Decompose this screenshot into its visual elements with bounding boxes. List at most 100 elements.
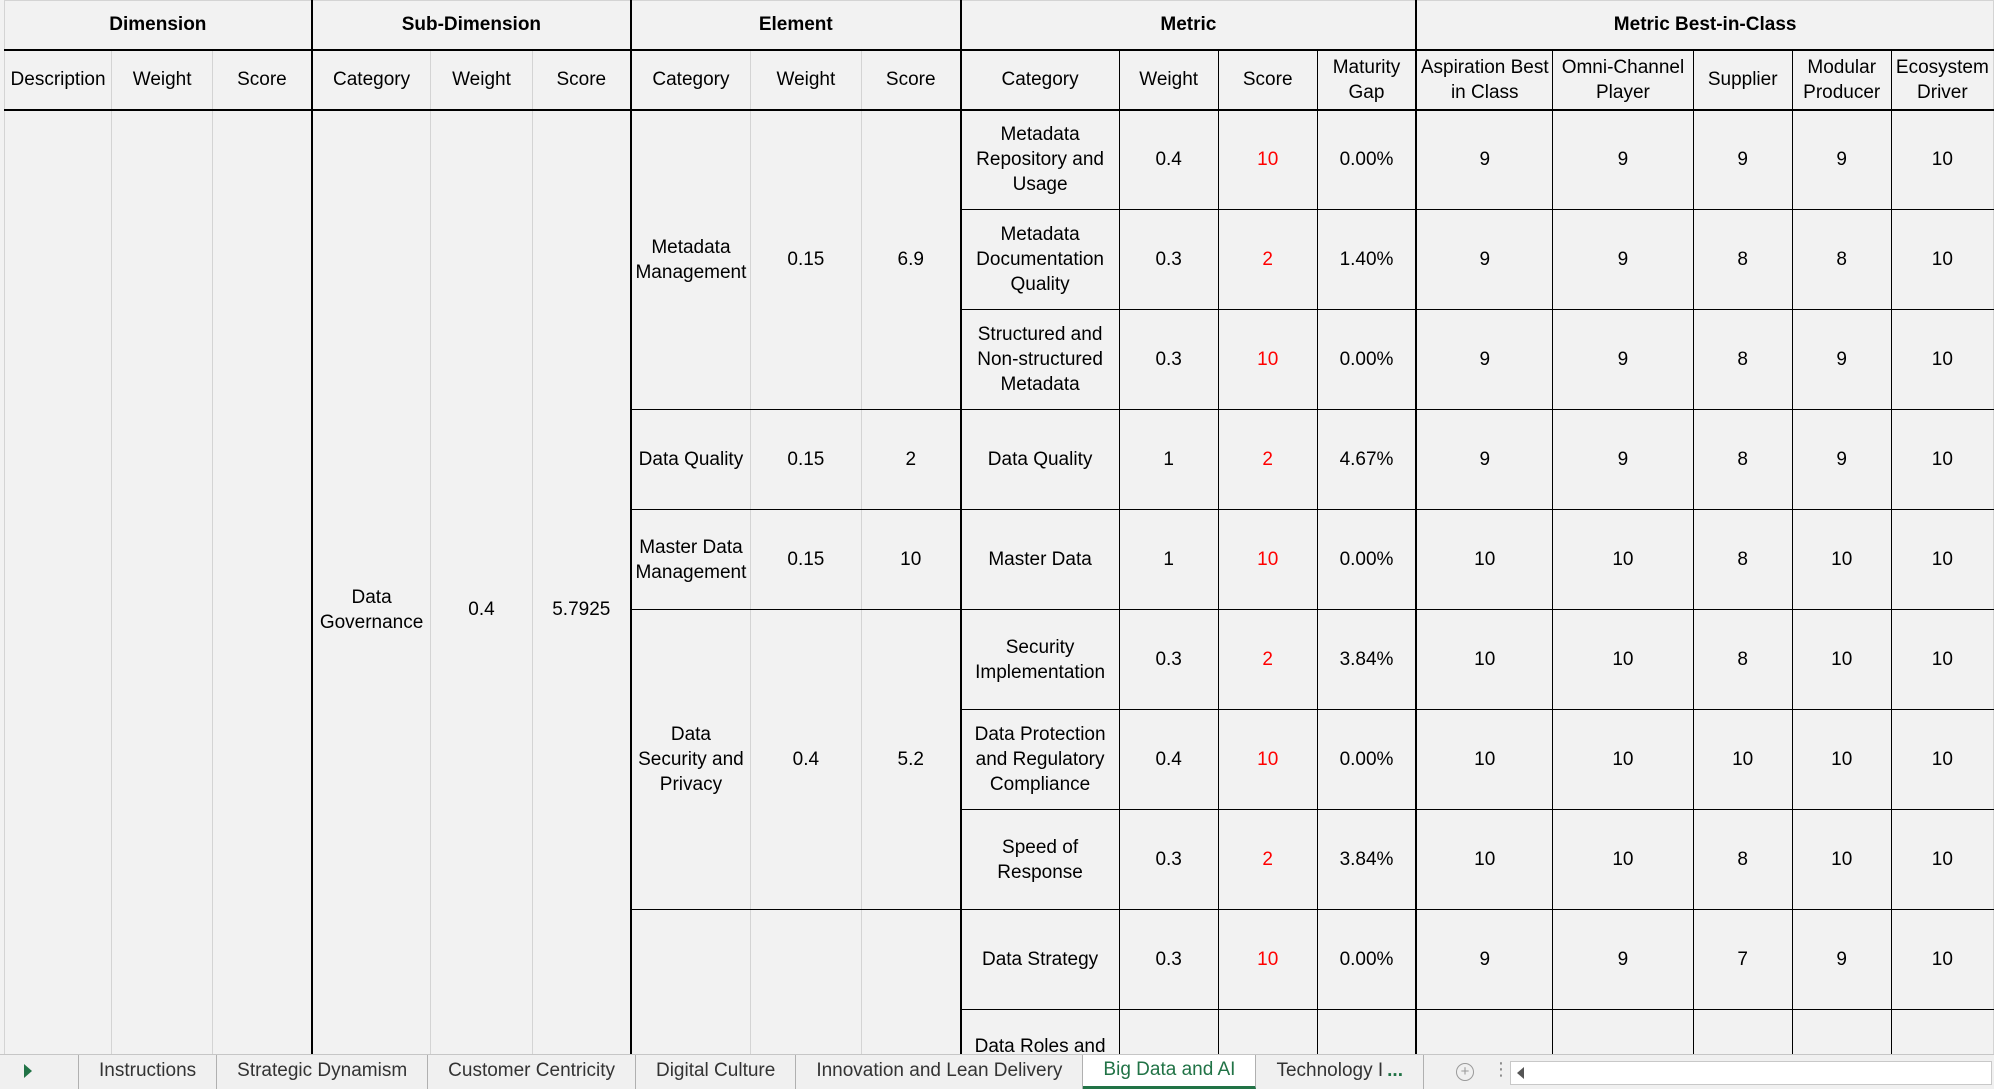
m-gap-cell[interactable]: 0.00% [1316, 509, 1418, 610]
bic-supplier-cell[interactable]: 8 [1692, 509, 1793, 610]
bic-modular-cell[interactable]: 10 [1791, 809, 1892, 910]
m-gap-cell[interactable]: 0.00% [1316, 909, 1418, 1010]
m-score-cell[interactable]: 10 [1217, 709, 1318, 810]
el-category-cell[interactable]: Metadata Management [630, 109, 751, 410]
m-score-cell[interactable]: 2 [1217, 209, 1318, 310]
sub-weight-cell[interactable]: 0.4 [430, 109, 533, 1054]
el-weight-cell[interactable]: 0.15 [749, 509, 862, 610]
metric-header[interactable]: Metric [960, 0, 1418, 51]
bic-omni-cell[interactable] [1552, 1009, 1694, 1054]
sub-weight-header[interactable]: Weight [430, 49, 533, 111]
m-score-cell[interactable]: 10 [1217, 109, 1318, 210]
m-weight-header[interactable]: Weight [1118, 49, 1219, 111]
m-category-cell[interactable]: Metadata Documentation Quality [960, 209, 1120, 310]
bic-supplier-cell[interactable]: 10 [1692, 709, 1793, 810]
m-category-cell[interactable]: Data Roles and [960, 1009, 1120, 1054]
bic-supplier-header[interactable]: Supplier [1692, 49, 1793, 111]
bic-supplier-cell[interactable]: 8 [1692, 309, 1793, 410]
sub-dimension-header[interactable]: Sub-Dimension [311, 0, 633, 51]
bic-modular-cell[interactable] [1791, 1009, 1892, 1054]
m-gap-cell[interactable]: 4.67% [1316, 409, 1418, 510]
add-sheet-icon[interactable]: + [1456, 1063, 1474, 1081]
el-score-cell[interactable]: 6.9 [860, 109, 962, 410]
el-score-cell[interactable] [860, 909, 962, 1054]
m-category-cell[interactable]: Security Implementation [960, 609, 1120, 710]
m-category-cell[interactable]: Data Strategy [960, 909, 1120, 1010]
bic-aspiration-cell[interactable] [1415, 1009, 1554, 1054]
tab-strategic-dynamism[interactable]: Strategic Dynamism [217, 1055, 429, 1089]
tab-scroll-right-icon[interactable] [24, 1064, 32, 1078]
horizontal-scrollbar[interactable] [1510, 1061, 1992, 1085]
bic-modular-cell[interactable]: 9 [1791, 309, 1892, 410]
m-category-cell[interactable]: Structured and Non-structured Metadata [960, 309, 1120, 410]
bic-ecosystem-cell[interactable]: 10 [1890, 409, 1994, 510]
bic-supplier-cell[interactable]: 8 [1692, 409, 1793, 510]
spreadsheet-grid[interactable]: Dimension Sub-Dimension Element Metric M… [0, 0, 1994, 1054]
bic-aspiration-cell[interactable]: 9 [1415, 109, 1554, 210]
tab-customer-centricity[interactable]: Customer Centricity [428, 1055, 636, 1089]
bic-aspiration-header[interactable]: Aspiration Best in Class [1415, 49, 1554, 111]
tab-innovation-lean-delivery[interactable]: Innovation and Lean Delivery [796, 1055, 1084, 1089]
bic-aspiration-cell[interactable]: 10 [1415, 609, 1554, 710]
dim-score-cell[interactable] [212, 109, 313, 1054]
el-category-cell[interactable] [630, 909, 751, 1054]
bic-omni-cell[interactable]: 10 [1552, 509, 1694, 610]
dim-weight-header[interactable]: Weight [111, 49, 214, 111]
m-weight-cell[interactable]: 1 [1118, 409, 1219, 510]
bic-modular-cell[interactable]: 9 [1791, 109, 1892, 210]
dim-score-header[interactable]: Score [212, 49, 313, 111]
scroll-left-arrow-icon[interactable] [1517, 1067, 1524, 1079]
bic-omni-cell[interactable]: 10 [1552, 709, 1694, 810]
m-weight-cell[interactable]: 0.3 [1118, 209, 1219, 310]
tab-instructions[interactable]: Instructions [78, 1055, 218, 1089]
m-gap-cell[interactable]: 0.00% [1316, 109, 1418, 210]
dim-description-header[interactable]: Description [3, 49, 113, 111]
bic-supplier-cell[interactable]: 9 [1692, 109, 1793, 210]
bic-supplier-cell[interactable]: 7 [1692, 909, 1793, 1010]
m-weight-cell[interactable]: 0.3 [1118, 309, 1219, 410]
m-gap-cell[interactable]: 1.40% [1316, 209, 1418, 310]
bic-aspiration-cell[interactable]: 9 [1415, 909, 1554, 1010]
sub-score-header[interactable]: Score [531, 49, 633, 111]
m-score-cell[interactable]: 10 [1217, 509, 1318, 610]
bic-omni-cell[interactable]: 9 [1552, 309, 1694, 410]
bic-modular-cell[interactable]: 10 [1791, 509, 1892, 610]
bic-modular-header[interactable]: Modular Producer [1791, 49, 1892, 111]
bic-ecosystem-cell[interactable]: 10 [1890, 109, 1994, 210]
bic-ecosystem-cell[interactable]: 10 [1890, 909, 1994, 1010]
bic-ecosystem-cell[interactable]: 10 [1890, 609, 1994, 710]
m-category-cell[interactable]: Data Protection and Regulatory Complianc… [960, 709, 1120, 810]
more-options-icon[interactable]: ⋮ [1492, 1059, 1510, 1079]
tab-big-data-ai[interactable]: Big Data and AI [1083, 1055, 1257, 1089]
m-weight-cell[interactable]: 0.4 [1118, 109, 1219, 210]
tab-technology[interactable]: Technology I... [1256, 1055, 1424, 1089]
dim-description-cell[interactable] [3, 109, 113, 1054]
m-score-cell[interactable]: 10 [1217, 909, 1318, 1010]
bic-modular-cell[interactable]: 8 [1791, 209, 1892, 310]
m-weight-cell[interactable]: 0.3 [1118, 909, 1219, 1010]
bic-supplier-cell[interactable] [1692, 1009, 1793, 1054]
bic-ecosystem-header[interactable]: Ecosystem Driver [1890, 49, 1994, 111]
bic-aspiration-cell[interactable]: 9 [1415, 309, 1554, 410]
tab-overflow-ellipsis[interactable]: ... [1387, 1060, 1403, 1081]
el-category-header[interactable]: Category [630, 49, 751, 111]
bic-omni-cell[interactable]: 9 [1552, 209, 1694, 310]
bic-aspiration-cell[interactable]: 9 [1415, 409, 1554, 510]
m-category-cell[interactable]: Speed of Response [960, 809, 1120, 910]
bic-modular-cell[interactable]: 9 [1791, 909, 1892, 1010]
m-score-cell[interactable]: 10 [1217, 309, 1318, 410]
el-weight-cell[interactable]: 0.15 [749, 109, 862, 410]
bic-ecosystem-cell[interactable]: 10 [1890, 309, 1994, 410]
m-gap-cell[interactable]: 0.00% [1316, 709, 1418, 810]
bic-omni-header[interactable]: Omni-Channel Player [1552, 49, 1694, 111]
dim-weight-cell[interactable] [111, 109, 214, 1054]
m-category-header[interactable]: Category [960, 49, 1120, 111]
el-score-cell[interactable]: 2 [860, 409, 962, 510]
m-weight-cell[interactable]: 0.3 [1118, 809, 1219, 910]
m-weight-cell[interactable] [1118, 1009, 1219, 1054]
m-gap-header[interactable]: Maturity Gap [1316, 49, 1418, 111]
bic-ecosystem-cell[interactable]: 10 [1890, 809, 1994, 910]
bic-aspiration-cell[interactable]: 10 [1415, 809, 1554, 910]
bic-modular-cell[interactable]: 9 [1791, 409, 1892, 510]
m-weight-cell[interactable]: 0.3 [1118, 609, 1219, 710]
